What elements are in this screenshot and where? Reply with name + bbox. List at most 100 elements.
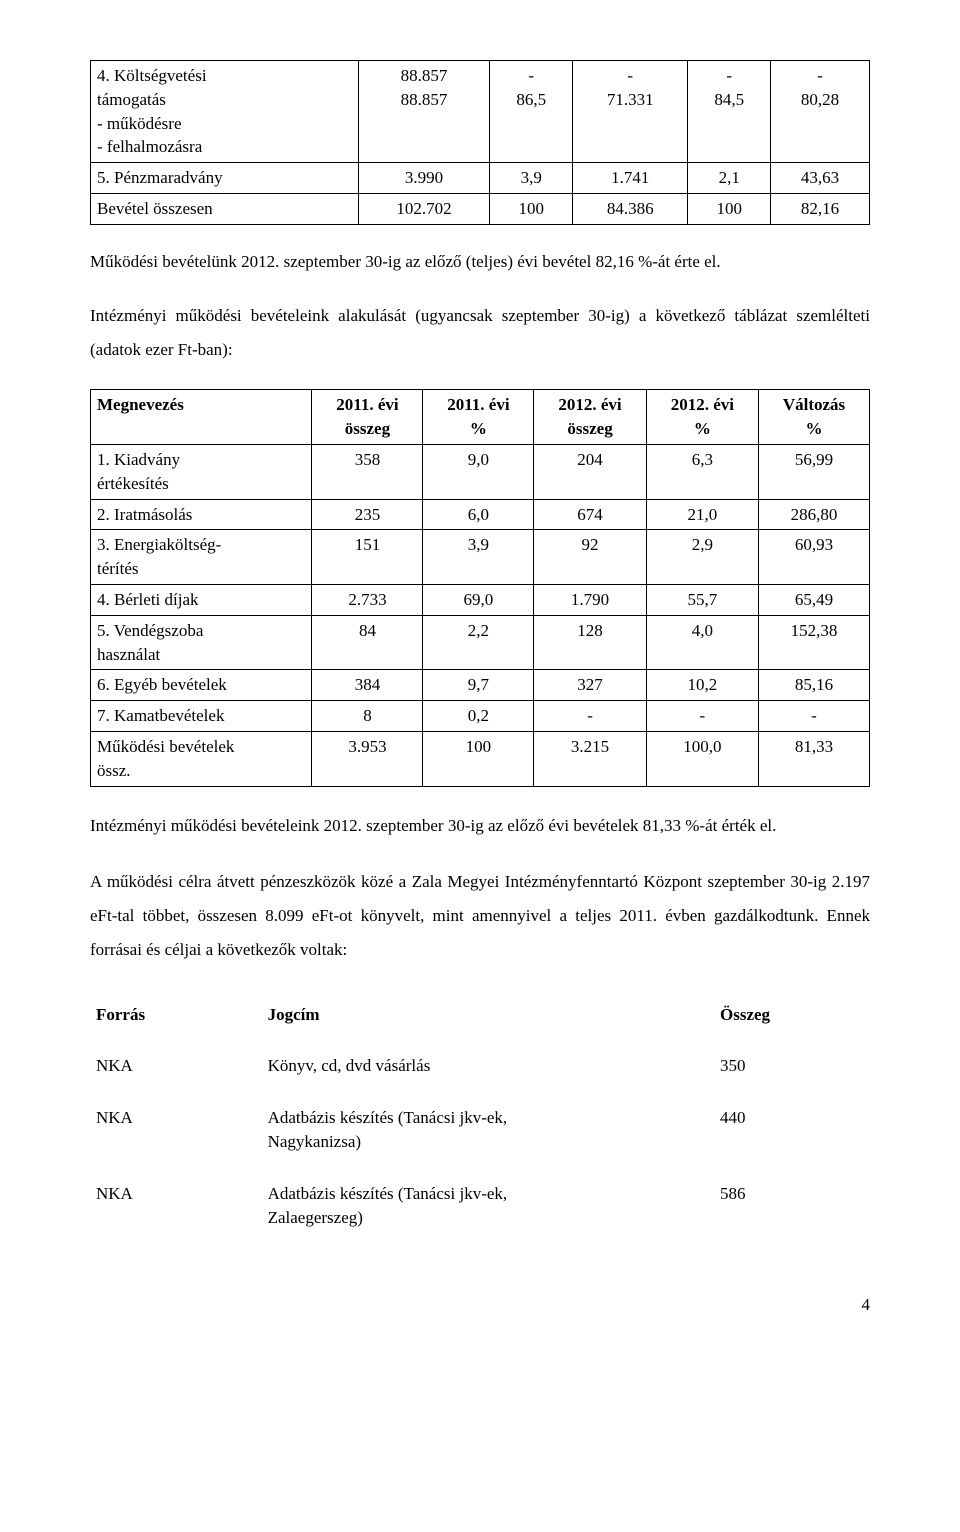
cell: 151 (312, 530, 423, 585)
paragraph-3: Intézményi működési bevételeink 2012. sz… (90, 809, 870, 843)
cell: 1.741 (573, 163, 688, 194)
cell: 21,0 (646, 499, 758, 530)
table-row: 1. Kiadványértékesítés3589,02046,356,99 (91, 444, 870, 499)
cell: 69,0 (423, 584, 534, 615)
cell: 286,80 (759, 499, 870, 530)
table-row: Bevétel összesen102.70210084.38610082,16 (91, 193, 870, 224)
row-label: Bevétel összesen (91, 193, 359, 224)
cell: 3.990 (358, 163, 490, 194)
column-header: Forrás (90, 989, 262, 1041)
table-row: 5. Pénzmaradvány3.9903,91.7412,143,63 (91, 163, 870, 194)
table-row: Működési bevételekössz.3.9531003.215100,… (91, 731, 870, 786)
cell: 3,9 (490, 163, 573, 194)
cell: 84.386 (573, 193, 688, 224)
cell: 327 (534, 670, 646, 701)
cell: 56,99 (759, 444, 870, 499)
table-row: NKAAdatbázis készítés (Tanácsi jkv-ek,Na… (90, 1092, 870, 1168)
cell: 235 (312, 499, 423, 530)
cell: 82,16 (770, 193, 869, 224)
row-label: 4. Bérleti díjak (91, 584, 312, 615)
cell: - (759, 701, 870, 732)
column-header: Változás% (759, 390, 870, 445)
row-label: 7. Kamatbevételek (91, 701, 312, 732)
cell: 0,2 (423, 701, 534, 732)
paragraph-2: Intézményi működési bevételeink alakulás… (90, 299, 870, 367)
revenues-table: Megnevezés2011. éviösszeg2011. évi%2012.… (90, 389, 870, 786)
cell: 81,33 (759, 731, 870, 786)
cell: 55,7 (646, 584, 758, 615)
table-row: NKAAdatbázis készítés (Tanácsi jkv-ek,Za… (90, 1168, 870, 1244)
row-label: Működési bevételekössz. (91, 731, 312, 786)
cell: - (534, 701, 646, 732)
table-row: 2. Iratmásolás2356,067421,0286,80 (91, 499, 870, 530)
cell: 102.702 (358, 193, 490, 224)
cell: 384 (312, 670, 423, 701)
cell: 43,63 (770, 163, 869, 194)
cell: - (646, 701, 758, 732)
cell: 3.953 (312, 731, 423, 786)
cell: 6,3 (646, 444, 758, 499)
cell: 4,0 (646, 615, 758, 670)
cell: -86,5 (490, 61, 573, 163)
row-label: 1. Kiadványértékesítés (91, 444, 312, 499)
table-row: 4. Költségvetésitámogatás- működésre- fe… (91, 61, 870, 163)
row-label: 3. Energiaköltség-térítés (91, 530, 312, 585)
table-row: 4. Bérleti díjak2.73369,01.79055,765,49 (91, 584, 870, 615)
cell: 100 (490, 193, 573, 224)
paragraph-4: A működési célra átvett pénzeszközök köz… (90, 865, 870, 967)
column-header: Megnevezés (91, 390, 312, 445)
column-header: 2012. éviösszeg (534, 390, 646, 445)
cell: 10,2 (646, 670, 758, 701)
title-cell: Adatbázis készítés (Tanácsi jkv-ek,Zalae… (262, 1168, 714, 1244)
column-header: Jogcím (262, 989, 714, 1041)
column-header: Összeg (714, 989, 870, 1041)
cell: 8 (312, 701, 423, 732)
sources-table: ForrásJogcímÖsszeg NKAKönyv, cd, dvd vás… (90, 989, 870, 1244)
cell: 3,9 (423, 530, 534, 585)
amount-cell: 350 (714, 1040, 870, 1092)
table-row: 3. Energiaköltség-térítés1513,9922,960,9… (91, 530, 870, 585)
budget-table: 4. Költségvetésitámogatás- működésre- fe… (90, 60, 870, 225)
title-cell: Könyv, cd, dvd vásárlás (262, 1040, 714, 1092)
cell: 6,0 (423, 499, 534, 530)
cell: -80,28 (770, 61, 869, 163)
paragraph-1: Működési bevételünk 2012. szeptember 30-… (90, 247, 870, 278)
cell: 674 (534, 499, 646, 530)
cell: 3.215 (534, 731, 646, 786)
source-cell: NKA (90, 1092, 262, 1168)
cell: 65,49 (759, 584, 870, 615)
page-number: 4 (90, 1293, 870, 1317)
cell: 152,38 (759, 615, 870, 670)
cell: 100 (688, 193, 771, 224)
cell: 128 (534, 615, 646, 670)
amount-cell: 586 (714, 1168, 870, 1244)
cell: 358 (312, 444, 423, 499)
row-label: 6. Egyéb bevételek (91, 670, 312, 701)
title-cell: Adatbázis készítés (Tanácsi jkv-ek,Nagyk… (262, 1092, 714, 1168)
column-header: 2011. évi% (423, 390, 534, 445)
cell: -84,5 (688, 61, 771, 163)
row-label: 2. Iratmásolás (91, 499, 312, 530)
cell: 204 (534, 444, 646, 499)
cell: 9,7 (423, 670, 534, 701)
column-header: 2011. éviösszeg (312, 390, 423, 445)
cell: 85,16 (759, 670, 870, 701)
amount-cell: 440 (714, 1092, 870, 1168)
cell: 84 (312, 615, 423, 670)
table-row: NKAKönyv, cd, dvd vásárlás350 (90, 1040, 870, 1092)
row-label: 4. Költségvetésitámogatás- működésre- fe… (91, 61, 359, 163)
cell: -71.331 (573, 61, 688, 163)
cell: 2.733 (312, 584, 423, 615)
cell: 1.790 (534, 584, 646, 615)
row-label: 5. Vendégszobahasználat (91, 615, 312, 670)
source-cell: NKA (90, 1040, 262, 1092)
cell: 92 (534, 530, 646, 585)
cell: 60,93 (759, 530, 870, 585)
row-label: 5. Pénzmaradvány (91, 163, 359, 194)
table-row: 5. Vendégszobahasználat842,21284,0152,38 (91, 615, 870, 670)
table-row: 6. Egyéb bevételek3849,732710,285,16 (91, 670, 870, 701)
table-row: 7. Kamatbevételek80,2--- (91, 701, 870, 732)
column-header: 2012. évi% (646, 390, 758, 445)
cell: 88.85788.857 (358, 61, 490, 163)
cell: 100 (423, 731, 534, 786)
